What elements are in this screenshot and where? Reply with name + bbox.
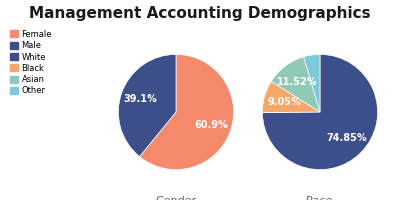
Wedge shape bbox=[262, 81, 320, 113]
Text: 39.1%: 39.1% bbox=[124, 94, 158, 104]
Wedge shape bbox=[262, 54, 378, 170]
Text: 74.85%: 74.85% bbox=[326, 133, 367, 143]
Wedge shape bbox=[140, 54, 234, 170]
Text: 11.52%: 11.52% bbox=[277, 77, 318, 87]
Text: Management Accounting Demographics: Management Accounting Demographics bbox=[29, 6, 371, 21]
Text: Gender: Gender bbox=[155, 196, 197, 200]
Text: 60.9%: 60.9% bbox=[194, 120, 228, 130]
Text: Race: Race bbox=[306, 196, 334, 200]
Wedge shape bbox=[304, 54, 320, 112]
Wedge shape bbox=[271, 57, 320, 112]
Legend: Female, Male, White, Black, Asian, Other: Female, Male, White, Black, Asian, Other bbox=[8, 28, 54, 97]
Wedge shape bbox=[118, 54, 176, 157]
Text: 9.05%: 9.05% bbox=[267, 97, 301, 107]
